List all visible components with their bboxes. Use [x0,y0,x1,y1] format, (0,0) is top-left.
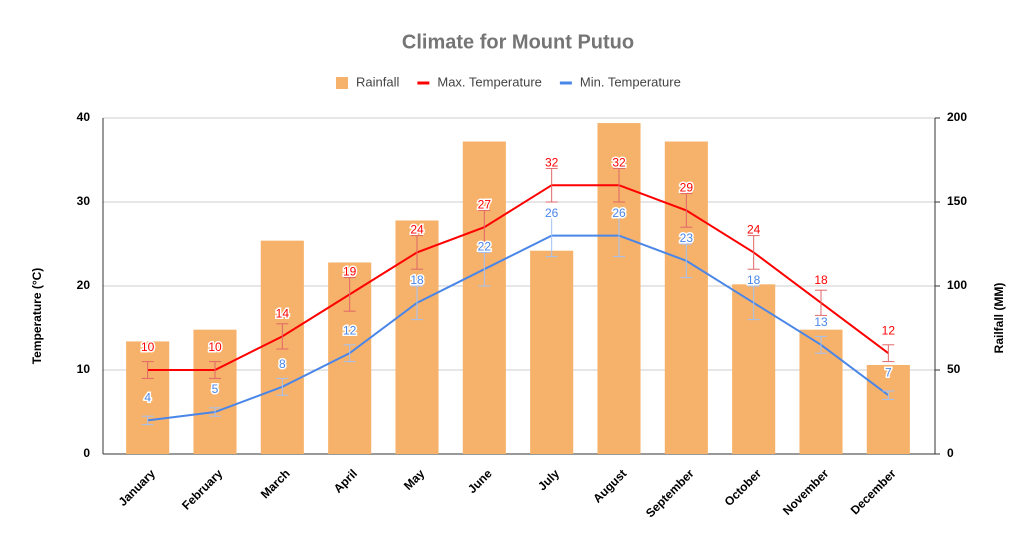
data-label: 13 [814,315,828,329]
error-bar [209,407,221,417]
error-bar [276,377,289,396]
data-label: 12 [343,323,357,337]
data-label: 18 [747,273,761,287]
line [147,234,889,422]
y-tick-label: 30 [77,194,91,208]
data-label: 10 [208,340,222,354]
line [147,184,889,371]
y2-tick-label: 200 [947,110,967,124]
error-bar [411,285,423,321]
data-label: 19 [343,265,357,279]
bar [530,250,574,454]
error-bar [613,214,625,258]
error-bar [747,235,760,270]
error-bar [680,243,693,279]
y2-tick-label: 0 [947,446,954,460]
data-label: 22 [478,239,492,253]
data-label: 27 [478,197,492,211]
data-label: 18 [410,273,424,287]
error-bar [882,390,895,400]
legend-label: Max. Temperature [437,74,542,89]
data-label: 5 [212,382,219,396]
error-bar [882,344,895,363]
y2-axis-title: Railfall (MM) [992,283,1006,354]
error-bar [141,415,154,426]
error-bar [343,277,356,312]
data-label: 10 [141,340,155,354]
bar [126,341,170,454]
y2-tick-label: 50 [947,362,961,376]
y-tick-label: 0 [83,446,90,460]
data-label: 23 [680,231,694,245]
error-bar [545,167,558,203]
chart-title: Climate for Mount Putuo [402,31,634,53]
y-tick-label: 10 [77,362,91,376]
y2-tick-label: 150 [947,194,967,208]
error-bar [613,167,625,203]
error-bar [276,323,289,350]
legend-label: Min. Temperature [580,74,681,89]
error-bar [478,209,491,245]
data-label: 4 [144,391,151,405]
error-bar [680,193,693,228]
error-bar [209,361,221,379]
data-label: 32 [545,155,559,169]
error-bar [815,335,827,354]
data-label: 12 [882,323,896,337]
y-tick-label: 40 [77,110,91,124]
data-label: 18 [814,273,828,287]
legend-label: Rainfall [356,74,399,89]
error-bar [545,214,558,258]
data-label: 26 [545,206,559,220]
data-label: 32 [612,155,626,169]
bar [193,329,237,454]
data-label: 29 [680,181,694,195]
error-bar [411,235,423,270]
error-bar [343,344,356,363]
data-label: 14 [276,307,290,321]
data-label: 7 [885,365,892,379]
y2-tick-label: 100 [947,278,967,292]
error-bar [141,361,154,379]
legend-swatch [336,77,348,89]
y-axis-title: Temperature (°C) [30,268,44,365]
bar [866,364,910,454]
error-bar [815,289,827,316]
data-label: 24 [410,223,424,237]
error-bar [747,285,760,321]
data-label: 24 [747,223,761,237]
data-label: 8 [279,357,286,371]
y-tick-label: 20 [77,278,91,292]
data-label: 26 [612,206,626,220]
error-bar [478,251,491,287]
bar [462,141,506,454]
